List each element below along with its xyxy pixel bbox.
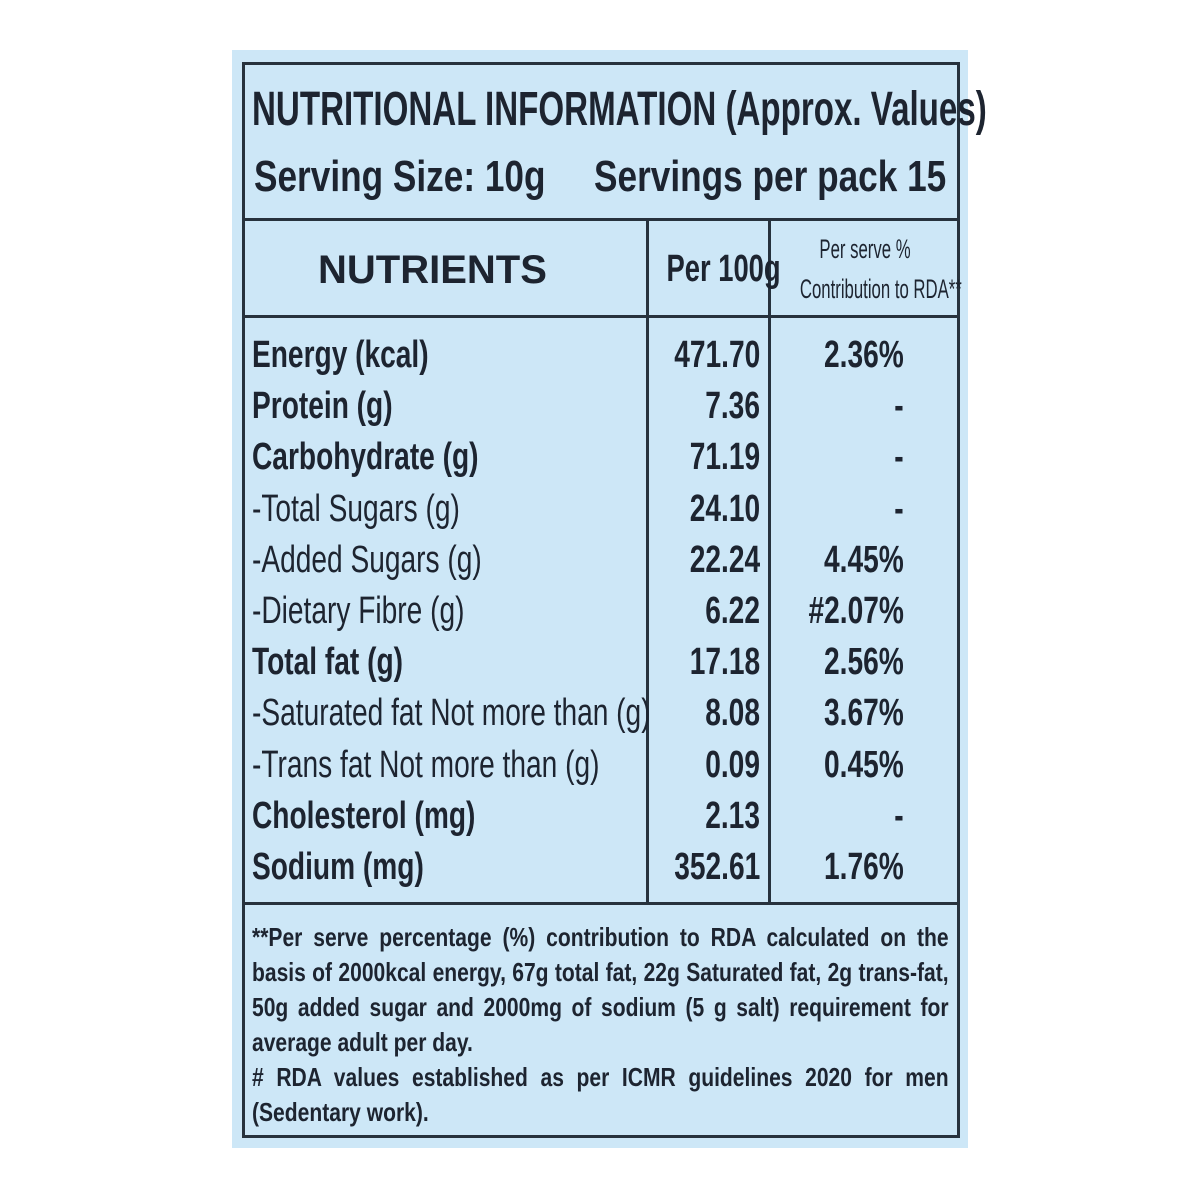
nutrient-name: Cholesterol (mg): [252, 794, 476, 837]
per-100g: 2.13: [705, 794, 760, 837]
serving-size: Serving Size: 10g: [254, 152, 546, 201]
nutrient-name: -Trans fat Not more than (g): [252, 743, 600, 786]
per-100g: 0.09: [705, 743, 760, 786]
rda-percent: -: [894, 385, 904, 428]
footnote: **Per serve percentage (%) contribution …: [252, 922, 949, 1057]
per-100g: 6.22: [705, 590, 760, 632]
per-100g: 352.61: [673, 846, 760, 888]
rda-percent: -: [894, 487, 904, 530]
column-divider: [646, 218, 649, 905]
title: NUTRITIONAL INFORMATION (Approx. Values): [252, 83, 987, 136]
column-header: Contribution to RDA**: [799, 274, 962, 304]
nutrient-name: Sodium (mg): [252, 846, 424, 888]
per-100g: 8.08: [705, 692, 760, 735]
table-body: [242, 315, 960, 905]
rda-percent: -: [894, 794, 904, 837]
column-header: NUTRIENTS: [318, 248, 547, 292]
nutrient-name: Total fat (g): [252, 641, 403, 684]
per-100g: 7.36: [705, 385, 760, 428]
nutrient-name: -Total Sugars (g): [252, 487, 460, 530]
nutrient-name: Protein (g): [252, 385, 393, 428]
rda-percent: 4.45%: [824, 538, 904, 581]
label-panel: [232, 50, 968, 1148]
nutrient-name: -Dietary Fibre (g): [252, 590, 465, 632]
per-100g: 71.19: [689, 436, 760, 479]
column-header: Per serve %: [819, 234, 911, 264]
per-100g: 17.18: [689, 641, 760, 684]
column-divider: [768, 218, 771, 905]
rda-percent: -: [894, 436, 904, 479]
nutrient-name: Carbohydrate (g): [252, 436, 479, 479]
nutrient-name: -Added Sugars (g): [252, 538, 482, 581]
per-100g: 22.24: [689, 538, 760, 581]
per-100g: 24.10: [689, 487, 760, 530]
nutrient-name: Energy (kcal): [252, 334, 429, 376]
servings-per-pack: Servings per pack 15: [593, 152, 946, 201]
rda-percent: 0.45%: [824, 743, 904, 786]
rda-percent: 2.56%: [824, 641, 904, 684]
rda-percent: #2.07%: [808, 590, 904, 632]
nutrient-name: -Saturated fat Not more than (g): [252, 692, 651, 735]
rda-percent: 2.36%: [824, 334, 904, 376]
column-header: Per 100g: [666, 248, 781, 290]
footnote: # RDA values established as per ICMR gui…: [252, 1062, 949, 1127]
rda-percent: 1.76%: [824, 846, 904, 888]
rda-percent: 3.67%: [824, 692, 904, 735]
per-100g: 471.70: [673, 334, 760, 376]
